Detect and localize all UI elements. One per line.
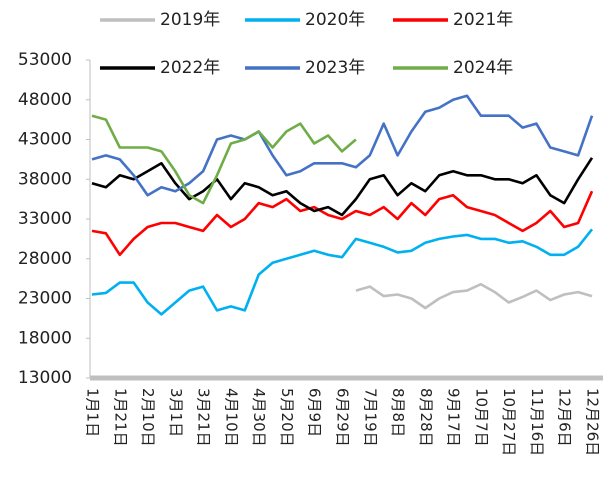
- x-tick-label: 2月10日: [139, 388, 157, 447]
- y-tick-label: 53000: [18, 50, 72, 70]
- x-tick-label: 10月27日: [500, 388, 518, 456]
- y-tick-label: 18000: [18, 328, 72, 348]
- series-line: [91, 157, 594, 217]
- series-line: [91, 114, 357, 205]
- x-tick-label: 5月20日: [278, 388, 296, 447]
- x-tick-label: 7月19日: [361, 388, 379, 447]
- x-tick-label: 6月29日: [334, 388, 352, 447]
- x-tick-label: 8月28日: [417, 388, 435, 447]
- x-tick-label: 9月17日: [445, 388, 463, 447]
- legend-label: 2023年: [305, 58, 365, 78]
- y-tick-label: 33000: [18, 209, 72, 229]
- x-tick-label: 1月1日: [84, 388, 102, 437]
- x-tick-label: 11月16日: [528, 388, 546, 456]
- y-tick-label: 38000: [18, 169, 72, 189]
- y-tick-label: 48000: [18, 90, 72, 110]
- x-tick-label: 6月9日: [306, 388, 324, 437]
- series-line: [91, 228, 594, 316]
- legend-label: 2019年: [160, 10, 220, 30]
- y-tick-label: 23000: [18, 289, 72, 309]
- y-tick-label: 13000: [18, 368, 72, 388]
- x-tick-label: 8月8日: [389, 388, 407, 437]
- series-line: [91, 190, 594, 257]
- y-tick-label: 28000: [18, 249, 72, 269]
- legend-label: 2022年: [160, 58, 220, 78]
- legend-label: 2024年: [453, 58, 513, 78]
- x-tick-label: 1月21日: [111, 388, 129, 447]
- x-tick-label: 12月26日: [584, 388, 602, 456]
- x-tick-label: 4月30日: [250, 388, 268, 447]
- x-tick-label: 4月10日: [222, 388, 240, 447]
- y-tick-label: 43000: [18, 130, 72, 150]
- legend-label: 2021年: [453, 10, 513, 30]
- x-tick-label: 3月1日: [167, 388, 185, 437]
- x-tick-label: 10月7日: [472, 388, 490, 447]
- legend-label: 2020年: [305, 10, 365, 30]
- series-line: [91, 94, 594, 197]
- series-line: [355, 282, 593, 310]
- x-tick-label: 12月6日: [556, 388, 574, 447]
- x-tick-label: 3月21日: [195, 388, 213, 447]
